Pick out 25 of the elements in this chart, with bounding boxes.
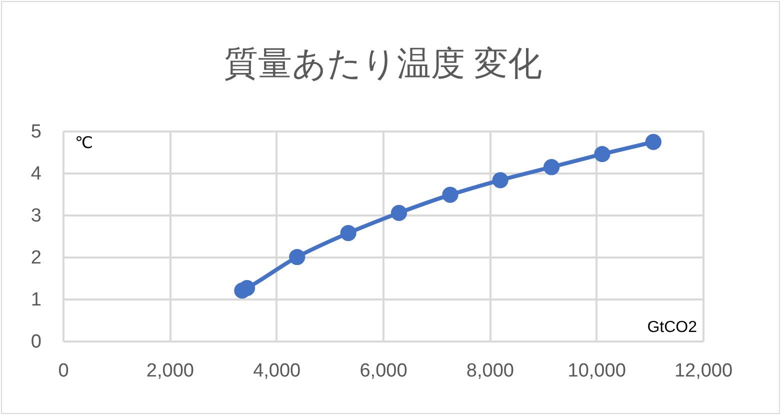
y-tick-label: 3 [30,206,42,226]
point [543,159,560,176]
x-tick-label: 6,000 [360,360,408,382]
y-tick-label: 4 [30,164,42,184]
point [492,172,508,188]
point [289,248,306,266]
y-tick-label: 2 [30,248,42,268]
x-tick-label: 4,000 [253,360,301,382]
point [594,146,610,162]
annotation: GtCO2 [647,319,698,336]
x-tick-label: 12,000 [674,360,733,382]
y-tick-label: 0 [30,332,42,352]
x-tick-label: 10,000 [568,360,626,382]
x-tick-label: 8,000 [466,360,514,382]
x-tick-label: 0 [58,360,69,382]
y-tick-label: 5 [30,122,42,142]
point [340,225,356,242]
point [238,280,256,296]
point [442,186,458,203]
chart-title: 質量あたり温度 変化 [224,45,542,83]
y-tick-label: 1 [30,290,42,310]
point [645,134,662,150]
point [390,204,408,221]
x-tick-label: 2,000 [146,360,194,382]
annotation: ℃ [75,135,93,152]
